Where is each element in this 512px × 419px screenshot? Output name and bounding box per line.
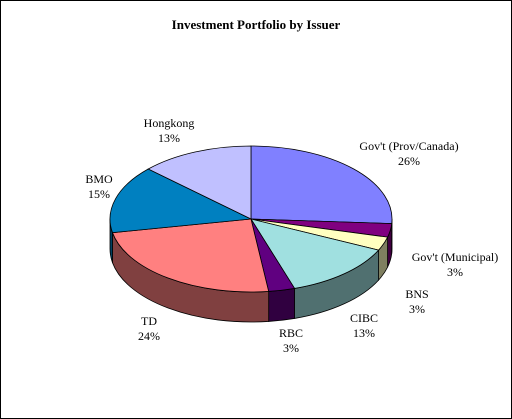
- chart-title: Investment Portfolio by Issuer: [171, 17, 341, 32]
- slice-label-td: TD 24%: [138, 314, 160, 343]
- slice-label-cibc: CIBC 13%: [349, 311, 378, 340]
- pie-side-rbc: [268, 287, 295, 322]
- pie-slice-gov-t-prov-canada: [250, 145, 393, 224]
- slice-label-hongkong: Hongkong 13%: [143, 116, 195, 145]
- pie-slice-bmo: [109, 168, 253, 234]
- pie-slice-td: [111, 218, 270, 293]
- pie-slice-hongkong: [147, 145, 252, 220]
- slice-label-govt-prov: Gov't (Prov/Canada) 26%: [359, 139, 459, 168]
- pie-slice-cibc: [250, 218, 380, 289]
- slice-label-bns: BNS 3%: [405, 287, 429, 316]
- slice-label-rbc: RBC 3%: [278, 326, 303, 355]
- slice-label-bmo: BMO 15%: [85, 172, 113, 201]
- slice-label-govt-municipal: Gov't (Municipal) 3%: [411, 250, 499, 279]
